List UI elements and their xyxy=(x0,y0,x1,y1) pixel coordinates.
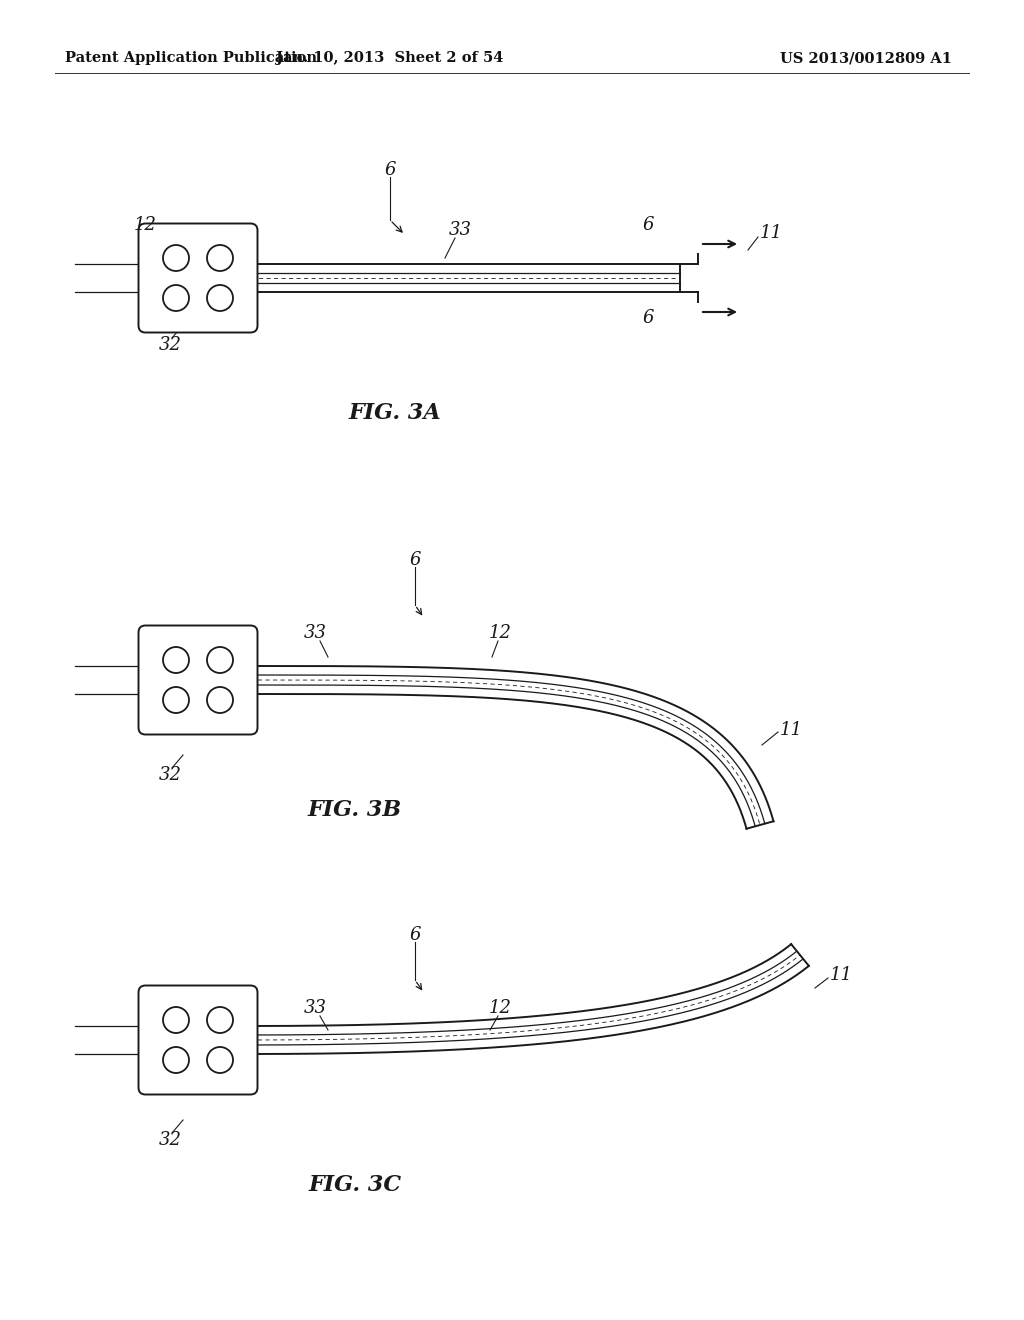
FancyBboxPatch shape xyxy=(138,223,257,333)
Circle shape xyxy=(207,246,233,271)
Text: 6: 6 xyxy=(410,927,421,944)
Text: 33: 33 xyxy=(303,999,327,1016)
Circle shape xyxy=(207,647,233,673)
Text: FIG. 3C: FIG. 3C xyxy=(308,1173,401,1196)
Text: FIG. 3A: FIG. 3A xyxy=(349,403,441,424)
Circle shape xyxy=(207,1007,233,1034)
Circle shape xyxy=(163,1047,189,1073)
Text: 11: 11 xyxy=(760,224,783,242)
Text: 6: 6 xyxy=(642,216,653,234)
Text: 12: 12 xyxy=(488,999,512,1016)
Text: 11: 11 xyxy=(830,966,853,983)
Text: 11: 11 xyxy=(780,721,803,739)
Text: 6: 6 xyxy=(384,161,395,180)
Text: 12: 12 xyxy=(488,624,512,642)
Text: 6: 6 xyxy=(642,309,653,327)
Circle shape xyxy=(163,246,189,271)
Text: 33: 33 xyxy=(303,624,327,642)
Circle shape xyxy=(163,1007,189,1034)
FancyBboxPatch shape xyxy=(138,986,257,1094)
Circle shape xyxy=(207,686,233,713)
Text: 33: 33 xyxy=(449,220,471,239)
Text: 32: 32 xyxy=(159,766,181,784)
FancyBboxPatch shape xyxy=(138,626,257,734)
Text: 6: 6 xyxy=(410,550,421,569)
Circle shape xyxy=(163,285,189,312)
Text: US 2013/0012809 A1: US 2013/0012809 A1 xyxy=(780,51,952,65)
Circle shape xyxy=(207,285,233,312)
Circle shape xyxy=(163,686,189,713)
Text: Patent Application Publication: Patent Application Publication xyxy=(65,51,317,65)
Text: 32: 32 xyxy=(159,337,181,354)
Text: 32: 32 xyxy=(159,1131,181,1148)
Circle shape xyxy=(207,1047,233,1073)
Text: Jan. 10, 2013  Sheet 2 of 54: Jan. 10, 2013 Sheet 2 of 54 xyxy=(276,51,504,65)
Circle shape xyxy=(163,647,189,673)
Text: 12: 12 xyxy=(133,216,157,234)
Text: FIG. 3B: FIG. 3B xyxy=(308,799,402,821)
